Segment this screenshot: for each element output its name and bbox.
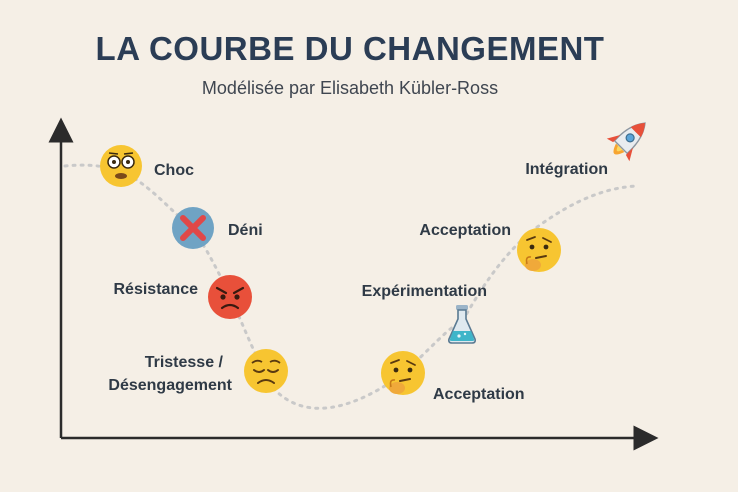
stage-label-resistance: Résistance bbox=[114, 281, 199, 298]
page-subtitle: Modélisée par Elisabeth Kübler-Ross bbox=[201, 78, 499, 98]
cross-mark-icon bbox=[172, 207, 214, 249]
stage-label-experimentation: Expérimentation bbox=[362, 283, 487, 300]
stage-label-integration: Intégration bbox=[525, 161, 608, 178]
thinking-face-icon bbox=[381, 351, 425, 395]
stage-label-tristesse-line1: Tristesse / bbox=[145, 354, 224, 371]
stage-label-deni: Déni bbox=[228, 222, 263, 239]
stage-label-acceptation-top: Acceptation bbox=[419, 222, 511, 239]
stage-label-choc: Choc bbox=[154, 162, 194, 179]
thinking-face-icon bbox=[517, 228, 561, 272]
flask-icon bbox=[448, 305, 476, 344]
change-curve bbox=[63, 163, 638, 410]
sad-face-icon bbox=[244, 349, 288, 393]
rocket-icon bbox=[606, 122, 646, 162]
stage-label-acceptation-bottom: Acceptation bbox=[433, 386, 525, 403]
shocked-face-icon bbox=[100, 145, 142, 187]
angry-face-icon bbox=[208, 275, 252, 319]
page-title: LA COURBE DU CHANGEMENT bbox=[95, 30, 605, 67]
stage-label-tristesse-line2: Désengagement bbox=[108, 377, 232, 394]
